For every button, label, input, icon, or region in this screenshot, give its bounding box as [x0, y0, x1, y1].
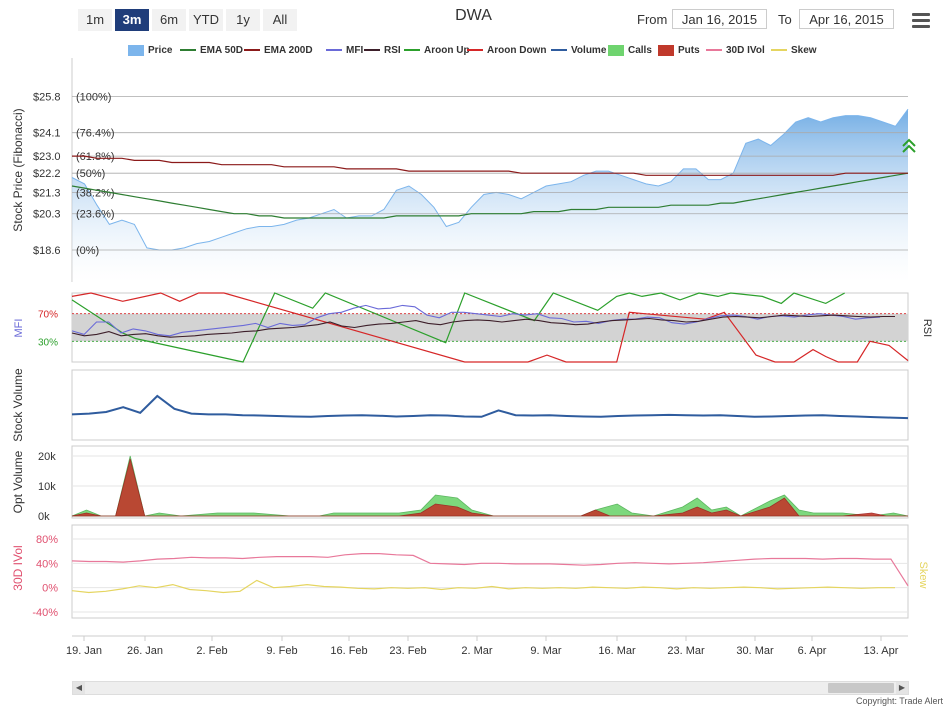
scroll-left-icon[interactable]: ◀ — [73, 682, 85, 694]
puts-area — [72, 459, 908, 516]
ivol-axis-title: 30D IVol — [11, 545, 25, 590]
fib-price-label: $24.1 — [33, 128, 61, 140]
ivol-tick-label: 80% — [36, 534, 58, 546]
x-tick-label: 16. Feb — [330, 645, 367, 657]
x-tick-label: 23. Feb — [389, 645, 426, 657]
mfi-tick-70: 70% — [38, 310, 58, 321]
fib-price-label: $23.0 — [33, 151, 61, 163]
x-tick-label: 2. Feb — [196, 645, 227, 657]
x-tick-label: 9. Feb — [266, 645, 297, 657]
opt-tick-label: 20k — [38, 451, 56, 463]
copyright-text: Copyright: Trade Alert — [856, 696, 943, 706]
x-tick-label: 9. Mar — [530, 645, 562, 657]
scroll-right-icon[interactable]: ▶ — [896, 682, 908, 694]
skew-line — [72, 580, 895, 592]
price-axis-title: Stock Price (Fibonacci) — [11, 108, 25, 231]
mfi-band — [72, 314, 908, 342]
x-tick-label: 16. Mar — [598, 645, 636, 657]
x-tick-label: 6. Apr — [798, 645, 827, 657]
fib-pct-label: (100%) — [76, 91, 111, 103]
x-tick-label: 2. Mar — [461, 645, 493, 657]
scroll-thumb[interactable] — [828, 683, 894, 693]
stock-volume-line — [72, 396, 908, 418]
ivol-tick-label: 0% — [42, 583, 58, 595]
ivol-line — [72, 554, 908, 586]
x-tick-label: 13. Apr — [864, 645, 899, 657]
x-tick-label: 30. Mar — [736, 645, 774, 657]
opt-axis-title: Opt Volume — [11, 450, 25, 513]
fib-pct-label: (0%) — [76, 245, 99, 257]
x-tick-label: 26. Jan — [127, 645, 163, 657]
volume-pane-frame — [72, 370, 908, 440]
fib-pct-label: (76.4%) — [76, 128, 115, 140]
x-tick-label: 23. Mar — [667, 645, 705, 657]
fib-pct-label: (50%) — [76, 168, 105, 180]
fib-pct-label: (23.6%) — [76, 209, 115, 221]
navigator-scrollbar[interactable]: ◀ ▶ — [72, 681, 909, 695]
fib-pct-label: (61.8%) — [76, 151, 115, 163]
fib-pct-label: (38.2%) — [76, 187, 115, 199]
skew-axis-title: Skew — [917, 562, 929, 589]
fib-price-label: $20.3 — [33, 209, 61, 221]
mfi-axis-title: MFI — [13, 319, 25, 338]
x-tick-label: 19. Jan — [66, 645, 102, 657]
opt-tick-label: 10k — [38, 481, 56, 493]
ivol-tick-label: -40% — [32, 607, 58, 619]
fib-price-label: $21.3 — [33, 187, 61, 199]
fib-price-label: $18.6 — [33, 245, 61, 257]
opt-tick-label: 0k — [38, 511, 50, 523]
volume-axis-title: Stock Volume — [11, 368, 25, 442]
ivol-tick-label: 40% — [36, 558, 58, 570]
chart-canvas: $25.8 (100%) $24.1 (76.4%) $23.0 (61.8%) $22.2… — [0, 0, 947, 680]
fib-price-label: $22.2 — [33, 168, 61, 180]
rsi-axis-title: RSI — [921, 319, 933, 337]
fib-price-label: $25.8 — [33, 91, 61, 103]
mfi-tick-30: 30% — [38, 337, 58, 348]
